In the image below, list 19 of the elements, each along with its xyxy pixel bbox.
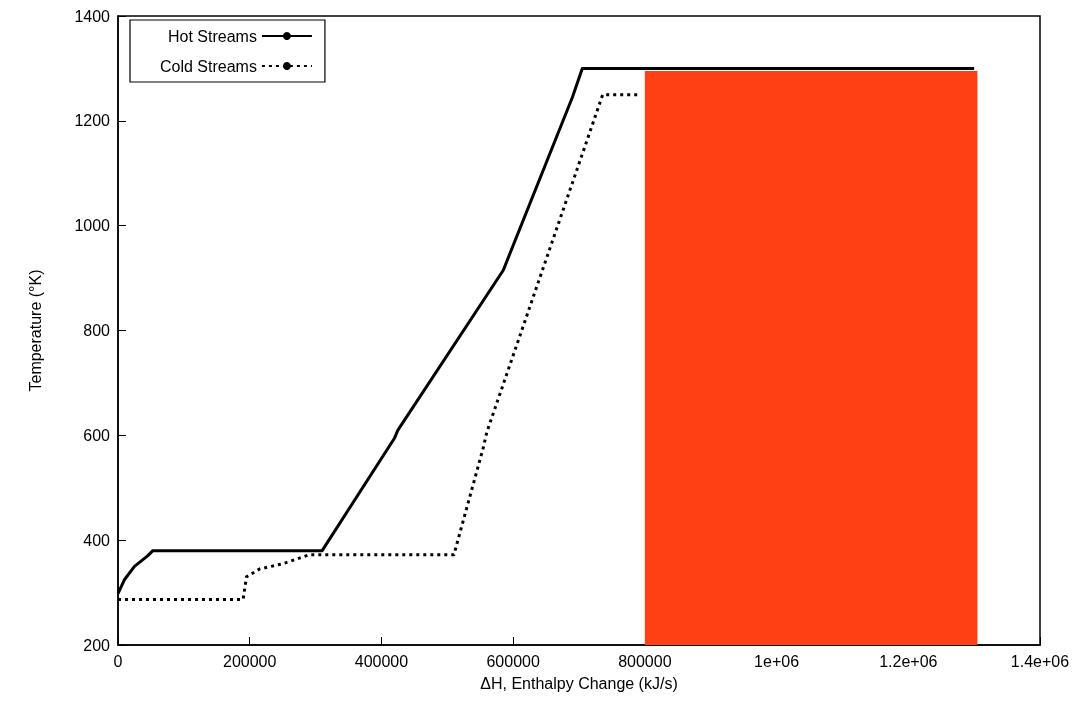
x-tick-label: 800000 (618, 652, 672, 670)
x-tick-label: 1e+06 (754, 652, 800, 670)
x-tick-label: 0 (113, 652, 123, 670)
y-tick-label: 400 (83, 531, 111, 549)
y-tick-label: 600 (83, 426, 111, 444)
x-tick-label: 400000 (354, 652, 409, 670)
legend-label: Hot Streams (168, 27, 257, 45)
x-axis-title: ΔH, Enthalpy Change (kJ/s) (480, 674, 678, 692)
y-tick-label: 1200 (74, 112, 111, 130)
x-tick-label: 200000 (223, 652, 277, 670)
x-tick-label: 600000 (486, 652, 540, 670)
x-tick-label: 1.4e+06 (1010, 652, 1070, 670)
y-tick-label: 1400 (74, 7, 111, 25)
y-tick-label: 1000 (74, 217, 111, 235)
y-tick-label: 800 (83, 322, 111, 339)
y-tick-label: 200 (83, 636, 111, 654)
legend-label: Cold Streams (160, 57, 257, 75)
y-axis-title: Temperature (°K) (26, 269, 44, 392)
x-tick-label: 1.2e+06 (879, 652, 938, 670)
